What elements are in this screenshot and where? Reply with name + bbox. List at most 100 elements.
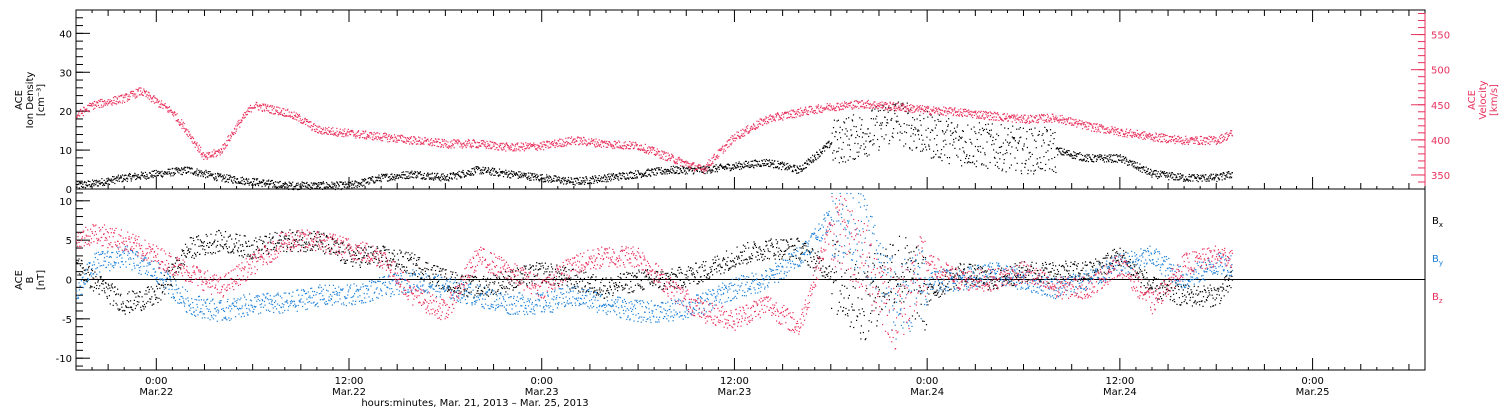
data-point xyxy=(980,134,982,136)
data-point xyxy=(653,153,655,155)
data-point xyxy=(76,117,78,119)
data-point xyxy=(196,142,198,144)
data-point xyxy=(927,105,929,107)
data-point xyxy=(212,155,214,157)
data-point xyxy=(949,107,951,109)
data-point xyxy=(557,179,559,181)
data-point xyxy=(408,172,410,174)
data-point xyxy=(490,141,492,143)
data-point xyxy=(937,113,939,115)
data-point xyxy=(325,187,327,189)
data-point xyxy=(321,188,324,190)
data-point xyxy=(1146,170,1148,172)
data-point xyxy=(997,152,999,154)
data-point xyxy=(864,106,866,108)
data-point xyxy=(1089,122,1091,124)
data-point xyxy=(442,173,444,175)
data-point xyxy=(243,117,245,119)
data-point xyxy=(516,173,518,176)
data-point xyxy=(275,185,277,187)
data-point xyxy=(794,113,796,115)
data-point xyxy=(317,132,320,134)
data-point xyxy=(1145,166,1147,168)
data-point xyxy=(500,147,502,149)
data-point xyxy=(1063,148,1065,150)
data-point xyxy=(835,131,837,133)
data-point xyxy=(240,119,242,121)
data-point xyxy=(1101,125,1103,127)
data-point xyxy=(681,165,683,167)
data-point xyxy=(1099,156,1101,158)
data-point xyxy=(676,163,678,165)
data-point xyxy=(770,118,772,120)
data-point xyxy=(160,102,162,104)
data-point xyxy=(616,174,618,176)
data-point xyxy=(772,115,774,117)
data-point xyxy=(177,169,179,171)
data-point xyxy=(296,119,298,121)
data-point xyxy=(149,95,151,97)
data-point xyxy=(215,150,217,152)
data-point xyxy=(374,133,377,135)
data-point xyxy=(392,136,394,138)
data-point xyxy=(824,108,827,110)
data-point xyxy=(832,108,834,110)
data-point xyxy=(1120,159,1122,161)
data-point xyxy=(986,131,988,133)
data-point xyxy=(195,143,197,145)
data-point xyxy=(808,159,810,161)
data-point xyxy=(103,184,105,186)
data-point xyxy=(488,145,490,147)
data-point xyxy=(486,140,488,142)
data-point xyxy=(1195,176,1197,179)
data-point xyxy=(400,137,402,139)
data-point xyxy=(655,169,657,171)
data-point xyxy=(331,183,333,185)
data-point xyxy=(417,140,419,142)
data-point xyxy=(673,172,675,174)
data-point xyxy=(224,142,226,145)
data-point xyxy=(500,142,502,144)
data-point xyxy=(916,105,918,107)
data-point xyxy=(842,105,844,107)
data-point xyxy=(288,115,290,117)
data-point xyxy=(315,183,317,185)
data-point xyxy=(1049,129,1052,131)
data-point xyxy=(143,176,145,178)
data-point xyxy=(1015,121,1017,124)
data-point xyxy=(1054,156,1056,158)
data-point xyxy=(782,119,784,121)
data-point xyxy=(315,128,317,130)
data-point xyxy=(172,167,174,169)
data-point xyxy=(980,110,982,112)
data-point xyxy=(503,171,505,173)
data-point xyxy=(489,144,491,146)
data-point xyxy=(955,115,957,117)
data-point xyxy=(281,113,283,115)
data-point xyxy=(451,140,453,142)
data-point xyxy=(875,118,877,120)
data-point xyxy=(201,173,203,175)
data-point xyxy=(1209,174,1211,177)
data-point xyxy=(623,176,625,178)
data-point xyxy=(152,177,154,179)
data-point xyxy=(1125,156,1127,158)
data-point xyxy=(854,105,856,107)
data-point xyxy=(100,182,103,184)
data-point xyxy=(410,171,412,173)
data-point xyxy=(656,148,658,150)
data-point xyxy=(506,173,508,175)
data-point xyxy=(444,179,446,181)
data-point xyxy=(1133,165,1135,167)
data-point xyxy=(138,94,140,96)
data-point xyxy=(97,181,99,183)
data-point xyxy=(1054,131,1056,134)
data-point xyxy=(788,113,790,115)
data-point xyxy=(758,120,760,122)
data-point xyxy=(622,172,624,174)
data-point xyxy=(919,107,921,109)
data-point xyxy=(727,163,729,165)
data-point xyxy=(581,183,583,185)
data-point xyxy=(562,178,564,180)
data-point xyxy=(370,177,373,179)
